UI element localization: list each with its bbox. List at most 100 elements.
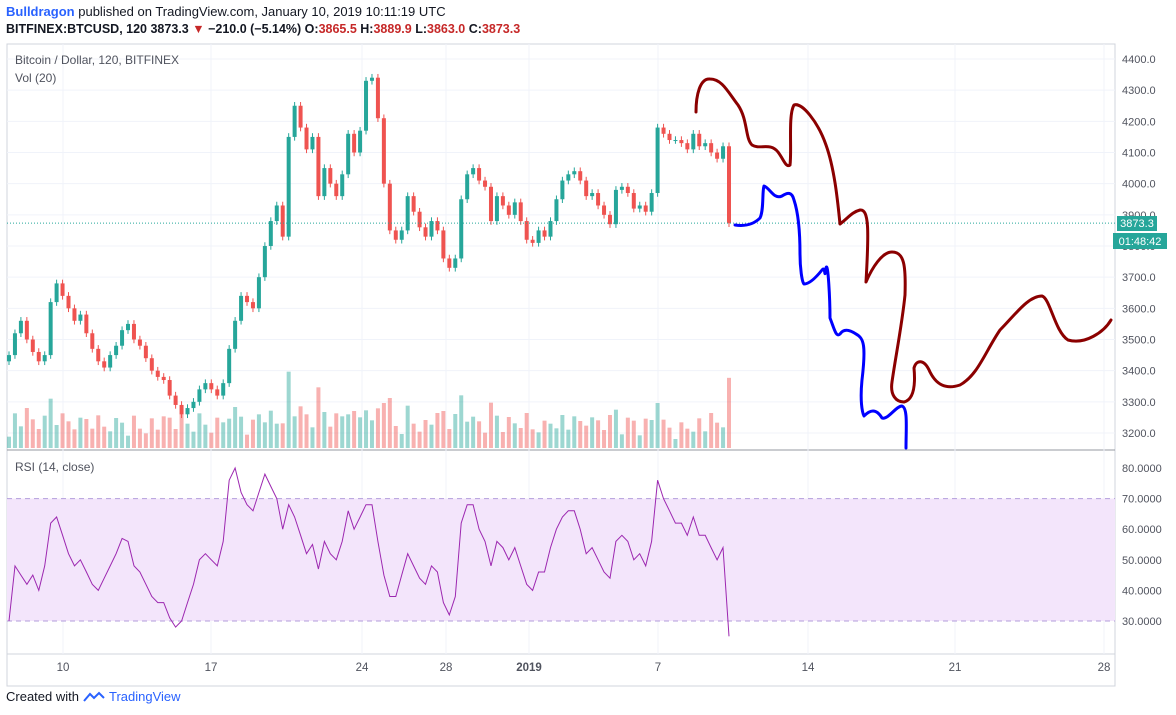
- candle-body: [465, 174, 470, 200]
- volume-bar: [381, 403, 386, 448]
- volume-bar: [54, 425, 59, 448]
- last-price: 3873.3: [150, 22, 189, 36]
- countdown-tag-bg: [1113, 233, 1167, 249]
- candle-body: [649, 193, 654, 212]
- candle-body: [54, 283, 59, 303]
- candle-body: [602, 205, 607, 215]
- candle-body: [530, 239, 535, 243]
- volume-bar: [483, 432, 488, 448]
- close-value: 3873.3: [481, 22, 521, 36]
- volume-bar: [691, 431, 696, 448]
- price-tick-label: 4200.0: [1122, 116, 1156, 128]
- candle-body: [494, 196, 499, 222]
- time-tick-label: 2019: [516, 662, 542, 674]
- candle-body: [7, 355, 11, 362]
- volume-bar: [340, 416, 345, 448]
- volume-bar: [328, 426, 333, 448]
- volume-bar: [60, 413, 65, 448]
- price-tick-label: 3400.0: [1122, 366, 1156, 378]
- candle-body: [566, 174, 571, 181]
- candle-body: [36, 351, 41, 362]
- candle-body: [435, 221, 440, 231]
- volume-bar: [405, 405, 410, 448]
- price-tick-label: 3200.0: [1122, 428, 1156, 440]
- time-tick-label: 21: [949, 662, 962, 674]
- volume-bar: [48, 398, 53, 448]
- candle-body: [673, 140, 678, 142]
- candle-body: [161, 376, 166, 381]
- candle-body: [596, 193, 601, 206]
- price-tag: 3873.3: [1120, 218, 1154, 230]
- volume-bar: [36, 429, 41, 448]
- candle-body: [506, 205, 511, 215]
- volume-bar: [709, 413, 714, 448]
- volume-bar: [673, 439, 678, 448]
- countdown-tag: 01:48:42: [1119, 236, 1162, 248]
- candle-body: [441, 230, 446, 259]
- volume-bar: [607, 415, 612, 448]
- volume-bar: [245, 434, 250, 448]
- candle-body: [715, 152, 720, 159]
- volume-bar: [131, 415, 136, 448]
- candle-body: [12, 333, 17, 356]
- volume-bar: [310, 427, 315, 448]
- volume-bar: [727, 377, 731, 448]
- candle-body: [340, 174, 345, 197]
- candle-body: [477, 168, 482, 181]
- volume-bar: [221, 422, 226, 448]
- candle-body: [298, 105, 303, 128]
- candle-body: [96, 348, 101, 362]
- candle-body: [655, 127, 660, 194]
- candle-body: [42, 355, 47, 362]
- volume-bar: [167, 417, 172, 448]
- volume-bar: [233, 407, 238, 448]
- volume-bar: [369, 420, 374, 448]
- volume-bar: [471, 416, 476, 448]
- volume-bar: [352, 411, 357, 448]
- candle-body: [239, 295, 244, 321]
- volume-bar: [346, 414, 351, 448]
- rsi-band: [7, 498, 1115, 621]
- footer-brand[interactable]: TradingView: [108, 689, 181, 704]
- volume-bar: [667, 427, 672, 448]
- volume-bar: [459, 395, 464, 448]
- candle-body: [114, 345, 119, 356]
- volume-bar: [703, 431, 708, 448]
- candle-body: [155, 370, 160, 377]
- volume-bar: [292, 416, 297, 448]
- volume-bar: [137, 428, 142, 448]
- candle-body: [679, 140, 684, 144]
- candle-body: [84, 314, 89, 334]
- volume-bar: [96, 415, 101, 448]
- candle-body: [173, 395, 178, 405]
- candle-body: [131, 323, 136, 340]
- tradingview-logo-icon: [83, 691, 105, 702]
- volume-bar: [554, 428, 559, 448]
- volume-bar: [161, 416, 166, 448]
- volume-bar: [411, 423, 416, 448]
- footer: Created with TradingView: [6, 689, 181, 704]
- candle-body: [18, 320, 23, 334]
- volume-bar: [453, 414, 458, 448]
- volume-bar: [227, 418, 232, 448]
- candle-body: [245, 295, 250, 303]
- candle-body: [209, 383, 214, 390]
- volume-bar: [203, 424, 208, 448]
- volume-bar: [155, 429, 160, 448]
- price-tick-label: 3300.0: [1122, 397, 1156, 409]
- volume-bar: [262, 422, 267, 448]
- volume-bar: [631, 420, 636, 448]
- volume-bar: [84, 419, 89, 448]
- volume-bar: [637, 435, 642, 448]
- candle-body: [697, 133, 702, 147]
- chart-title: Bitcoin / Dollar, 120, BITFINEX: [15, 53, 179, 67]
- volume-bar: [90, 428, 95, 448]
- volume-bar: [149, 418, 154, 448]
- candle-body: [24, 320, 29, 340]
- volume-bar: [518, 428, 523, 448]
- volume-bar: [364, 410, 369, 448]
- volume-bar: [375, 408, 380, 448]
- author-link[interactable]: Bulldragon: [6, 4, 75, 19]
- volume-bar: [560, 415, 565, 448]
